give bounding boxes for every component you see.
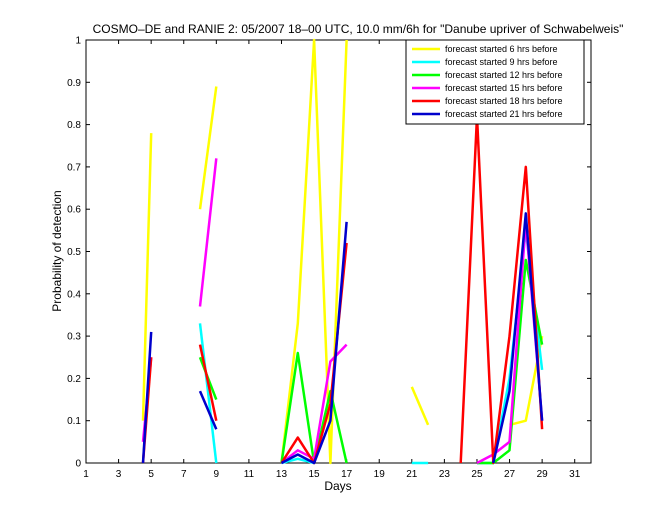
x-tick-label: 9 [214, 469, 220, 480]
x-tick-label: 15 [309, 469, 321, 480]
y-tick-label: 0.1 [67, 416, 81, 427]
y-tick-label: 0.6 [67, 205, 81, 216]
y-tick-label: 0 [75, 459, 81, 470]
x-tick-label: 5 [148, 469, 154, 480]
y-tick-label: 0.2 [67, 374, 81, 385]
series-segment [410, 386, 430, 426]
x-tick-label: 13 [276, 469, 288, 480]
axis-ticks: 1 3 5 7 9 11 13 15 17 19 21 23 25 27 29 3100.10.20.30.4… [67, 36, 591, 480]
legend-entry-label: forecast started 21 hrs before [445, 109, 563, 119]
x-tick-label: 17 [341, 469, 353, 480]
series-segment [198, 390, 218, 430]
x-tick-label: 3 [116, 469, 122, 480]
legend-entry-label: forecast started 15 hrs before [445, 83, 563, 93]
y-axis-label: Probability of detection [50, 190, 64, 311]
x-tick-label: 1 [83, 469, 89, 480]
x-tick-label: 31 [569, 469, 581, 480]
chart-title: COSMO–DE and RANIE 2: 05/2007 18–00 UTC,… [93, 22, 624, 36]
y-tick-label: 0.5 [67, 247, 81, 258]
x-tick-label: 27 [504, 469, 516, 480]
series-lines [141, 38, 544, 465]
legend-entry-label: forecast started 12 hrs before [445, 70, 563, 80]
x-axis-label: Days [324, 479, 351, 493]
y-tick-label: 0.4 [67, 289, 81, 300]
y-tick-label: 1 [75, 36, 81, 47]
series-segment [198, 158, 218, 307]
series-segment [198, 323, 218, 464]
series-segment [459, 114, 544, 465]
legend: forecast started 6 hrs before forecast st… [405, 39, 585, 125]
x-tick-label: 23 [439, 469, 451, 480]
legend-entry-label: forecast started 6 hrs before [445, 44, 558, 54]
series-segment [141, 331, 153, 464]
y-tick-label: 0.3 [67, 332, 81, 343]
series-segment [198, 344, 218, 421]
series-segment [492, 212, 544, 464]
series-segment [141, 133, 153, 421]
series-segment [198, 86, 218, 210]
x-tick-label: 29 [537, 469, 549, 480]
legend-box [405, 39, 585, 125]
series-line-6 [141, 212, 544, 465]
y-tick-label: 0.9 [67, 78, 81, 89]
series-segment [280, 38, 348, 465]
legend-entry-label: forecast started 9 hrs before [445, 57, 558, 67]
x-tick-label: 11 [244, 469, 255, 480]
x-tick-label: 25 [471, 469, 483, 480]
y-tick-label: 0.7 [67, 162, 81, 173]
legend-entry-label: forecast started 18 hrs before [445, 96, 563, 106]
x-tick-label: 19 [374, 469, 386, 480]
x-tick-label: 21 [406, 469, 418, 480]
y-tick-label: 0.8 [67, 120, 81, 131]
series-segment [280, 221, 348, 465]
series-segment [281, 457, 315, 465]
x-tick-label: 7 [181, 469, 187, 480]
